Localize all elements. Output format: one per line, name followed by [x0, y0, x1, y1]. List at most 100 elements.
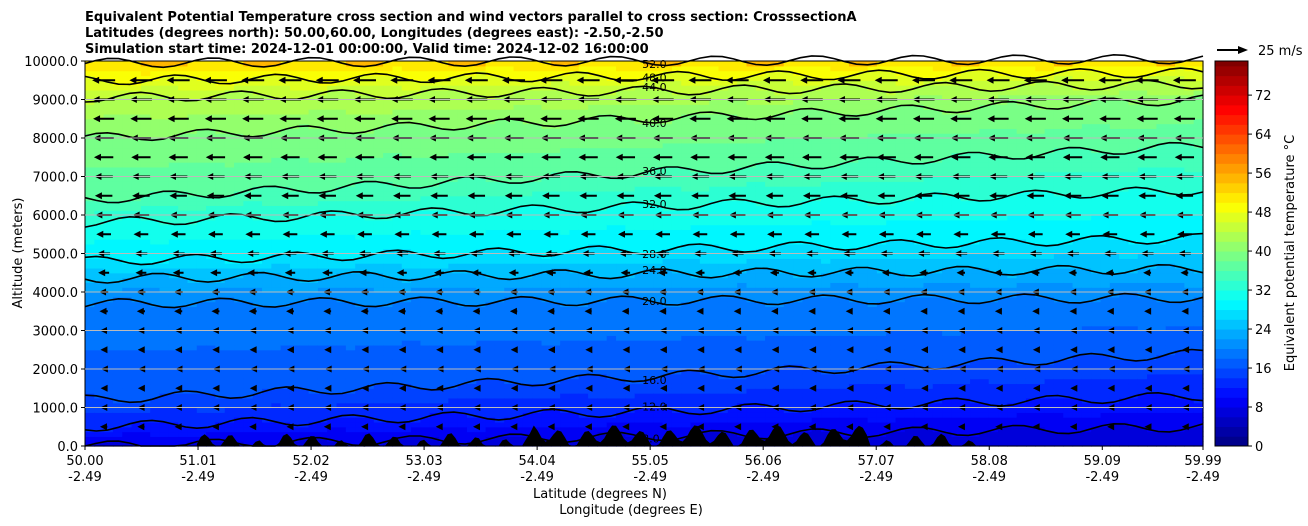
- field-cell: [234, 70, 244, 77]
- field-cell: [103, 65, 114, 72]
- field-cell: [317, 393, 328, 399]
- field-cell: [541, 80, 552, 86]
- field-cell: [243, 162, 254, 168]
- field-cell: [429, 335, 440, 341]
- field-cell: [588, 195, 599, 202]
- field-cell: [513, 61, 524, 67]
- field-cell: [588, 426, 599, 433]
- field-cell: [336, 234, 347, 240]
- field-cell: [252, 292, 263, 298]
- field-cell: [168, 215, 179, 221]
- field-cell: [243, 166, 254, 173]
- field-cell: [550, 301, 561, 308]
- field-cell: [383, 219, 394, 226]
- field-cell: [299, 109, 310, 115]
- field-cell: [94, 229, 105, 235]
- field-cell: [280, 205, 291, 211]
- field-cell: [494, 219, 505, 226]
- field-cell: [140, 431, 151, 437]
- field-cell: [355, 388, 366, 394]
- field-cell: [243, 210, 254, 216]
- field-cell: [560, 61, 571, 67]
- field-cell: [616, 229, 626, 235]
- field-cell: [364, 316, 375, 322]
- field-cell: [234, 186, 244, 192]
- field-cell: [513, 138, 524, 144]
- field-cell: [588, 239, 599, 245]
- field-cell: [206, 157, 217, 163]
- field-cell: [159, 195, 170, 202]
- field-cell: [569, 75, 580, 81]
- field-cell: [150, 373, 161, 380]
- field-cell: [289, 109, 300, 115]
- field-cell: [206, 316, 217, 322]
- field-cell: [243, 200, 254, 206]
- field-cell: [234, 335, 244, 341]
- field-cell: [234, 344, 244, 351]
- field-cell: [364, 272, 375, 279]
- field-cell: [150, 431, 161, 437]
- field-cell: [662, 287, 673, 293]
- field-cell: [466, 65, 477, 72]
- field-cell: [429, 306, 440, 312]
- field-cell: [85, 340, 95, 346]
- field-cell: [569, 369, 580, 375]
- field-cell: [550, 186, 561, 192]
- field-cell: [634, 272, 645, 279]
- field-cell: [513, 243, 524, 250]
- field-cell: [383, 378, 394, 385]
- field-cell: [448, 311, 459, 317]
- field-cell: [429, 85, 440, 91]
- field-cell: [457, 229, 468, 235]
- field-cell: [289, 75, 300, 81]
- field-cell: [140, 311, 151, 317]
- field-cell: [345, 287, 356, 293]
- field-cell: [616, 340, 626, 346]
- field-cell: [616, 215, 626, 221]
- field-cell: [597, 85, 608, 91]
- field-cell: [625, 248, 636, 255]
- field-cell: [420, 89, 431, 96]
- field-cell: [560, 243, 571, 250]
- field-cell: [522, 210, 533, 216]
- field-cell: [560, 296, 571, 303]
- field-cell: [653, 205, 664, 211]
- field-cell: [513, 426, 524, 433]
- field-cell: [289, 65, 300, 72]
- field-cell: [94, 75, 105, 81]
- field-cell: [122, 441, 133, 447]
- field-cell: [439, 162, 449, 168]
- field-cell: [373, 373, 384, 380]
- field-cell: [112, 417, 123, 423]
- field-cell: [569, 248, 580, 255]
- field-cell: [457, 426, 468, 433]
- field-cell: [411, 80, 421, 86]
- field-cell: [271, 157, 282, 163]
- field-cell: [308, 190, 319, 197]
- field-cell: [439, 267, 449, 274]
- field-cell: [560, 378, 571, 385]
- field-cell: [196, 359, 207, 365]
- field-cell: [308, 200, 319, 206]
- field-cell: [625, 219, 636, 226]
- field-cell: [448, 292, 459, 298]
- field-cell: [457, 224, 468, 231]
- field-cell: [345, 282, 356, 288]
- field-cell: [448, 388, 459, 394]
- field-cell: [327, 330, 338, 336]
- field-cell: [541, 402, 552, 409]
- field-cell: [131, 248, 142, 255]
- field-cell: [494, 133, 505, 139]
- field-cell: [448, 229, 459, 235]
- field-cell: [280, 128, 291, 134]
- field-cell: [178, 421, 189, 428]
- field-cell: [653, 369, 664, 375]
- field-cell: [625, 239, 636, 245]
- field-cell: [411, 181, 421, 187]
- field-cell: [112, 292, 123, 298]
- field-cell: [569, 190, 580, 197]
- field-cell: [411, 373, 421, 380]
- field-cell: [150, 344, 161, 351]
- field-cell: [140, 229, 151, 235]
- field-cell: [317, 292, 328, 298]
